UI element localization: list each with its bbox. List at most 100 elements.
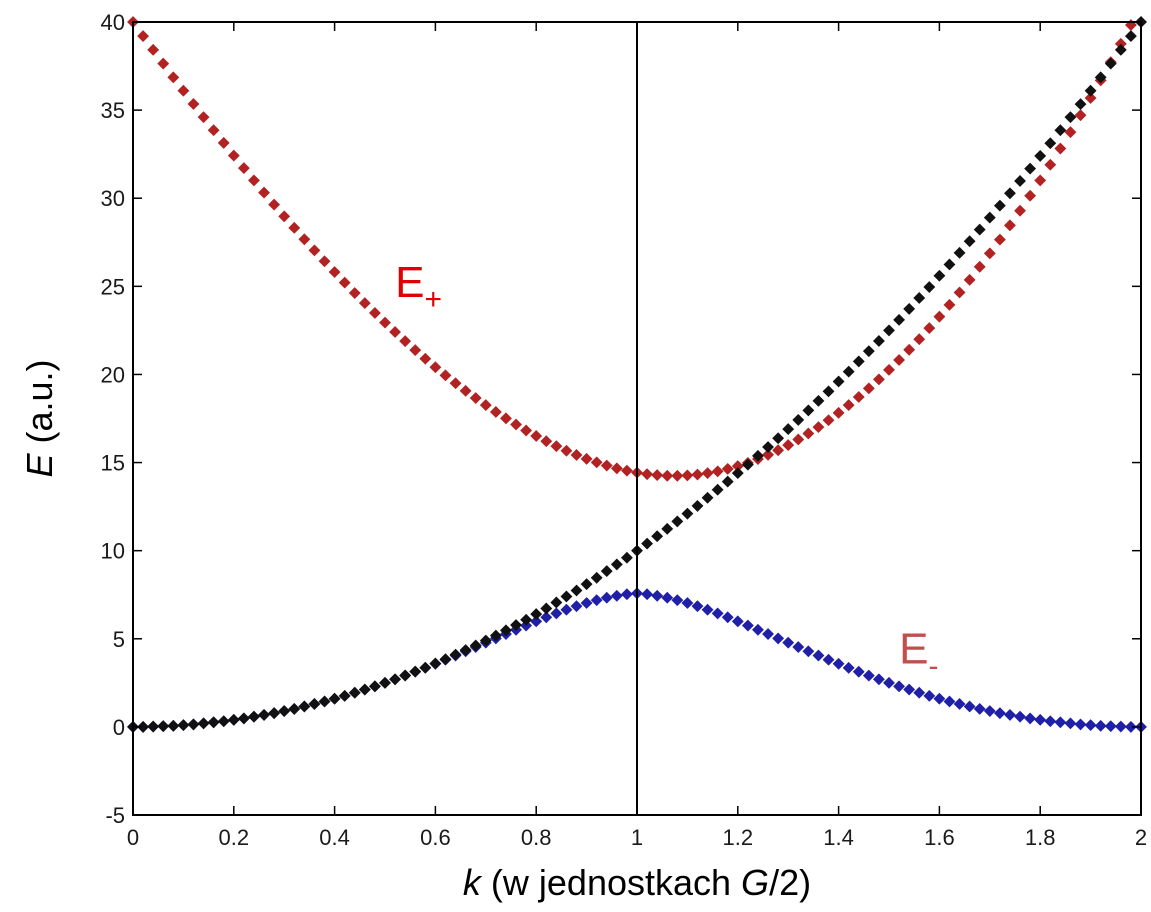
data-point-upper: [893, 354, 906, 366]
data-point-lower: [772, 632, 785, 645]
annotation-e-minus: E-: [899, 624, 938, 682]
data-point-free: [1024, 162, 1037, 175]
data-point-free: [792, 413, 805, 426]
data-point-lower: [560, 603, 573, 616]
data-point-free: [1114, 43, 1127, 56]
data-point-free: [308, 698, 321, 710]
data-point-free: [1074, 98, 1087, 111]
data-point-free: [399, 669, 412, 682]
data-point-upper: [268, 198, 281, 211]
data-point-upper: [530, 430, 543, 442]
data-point-free: [651, 530, 664, 543]
data-point-upper: [782, 439, 795, 452]
data-point-upper: [862, 382, 875, 395]
data-point-free: [479, 634, 492, 647]
data-point-free: [1064, 111, 1077, 124]
data-point-upper: [409, 344, 422, 357]
data-point-lower: [913, 686, 926, 699]
data-point-lower: [681, 597, 694, 609]
x-tick-label: 2: [1135, 825, 1147, 850]
data-point-free: [973, 223, 986, 236]
y-tick-label: 40: [101, 10, 125, 35]
data-point-lower: [933, 692, 946, 705]
data-point-upper: [852, 391, 865, 403]
data-point-upper: [217, 136, 230, 149]
data-point-upper: [1084, 92, 1097, 104]
data-point-upper: [459, 384, 472, 397]
data-point-free: [1044, 137, 1057, 150]
data-point-upper: [913, 333, 926, 346]
data-point-upper: [721, 462, 734, 475]
data-point-free: [1094, 71, 1107, 84]
data-point-upper: [167, 71, 180, 84]
data-point-upper: [973, 260, 986, 273]
data-point-free: [620, 551, 633, 564]
data-point-lower: [872, 673, 885, 686]
data-point-upper: [449, 377, 462, 390]
data-point-upper: [671, 469, 684, 482]
data-point-free: [248, 710, 260, 723]
data-point-free: [379, 676, 391, 689]
data-point-upper: [953, 286, 966, 299]
data-point-free: [822, 385, 835, 398]
data-point-upper: [993, 233, 1006, 246]
data-point-free: [762, 441, 774, 453]
data-point-free: [721, 475, 734, 488]
data-point-upper: [1074, 109, 1087, 122]
data-point-upper: [227, 149, 240, 162]
data-point-upper: [429, 361, 442, 374]
data-point-free: [338, 689, 351, 702]
data-point-free: [288, 702, 301, 715]
x-tick-label: 1.8: [1025, 825, 1056, 850]
data-point-free: [802, 404, 815, 417]
data-point-upper: [308, 244, 321, 257]
data-point-free: [439, 653, 452, 666]
y-axis-title-tail: (a.u.): [19, 359, 60, 453]
data-point-free: [913, 292, 926, 304]
data-point-lower: [1064, 717, 1077, 730]
data-point-upper: [177, 84, 190, 97]
data-point-upper: [520, 424, 533, 437]
data-point-upper: [1024, 189, 1037, 202]
data-point-free: [207, 716, 220, 729]
data-point-upper: [500, 412, 512, 425]
data-point-upper: [1054, 142, 1067, 155]
data-point-free: [137, 720, 150, 733]
data-point-lower: [1024, 712, 1037, 725]
data-point-upper: [772, 444, 785, 457]
data-point-upper: [681, 469, 694, 482]
data-point-free: [993, 199, 1006, 212]
data-point-lower: [822, 653, 835, 666]
data-point-upper: [1004, 219, 1016, 232]
data-point-free: [963, 235, 976, 248]
data-point-lower: [953, 698, 966, 710]
x-axis-title-var: k: [463, 862, 483, 903]
data-point-free: [500, 624, 512, 637]
y-axis-title-var: E: [19, 453, 60, 478]
data-point-lower: [580, 597, 593, 609]
data-point-lower: [832, 657, 845, 670]
data-point-upper: [1064, 126, 1077, 139]
data-point-free: [268, 707, 281, 720]
data-point-lower: [1044, 715, 1057, 728]
data-point-upper: [318, 255, 331, 268]
data-point-upper: [358, 297, 371, 309]
data-point-upper: [883, 363, 895, 376]
series-upper: [127, 16, 1147, 482]
data-point-lower: [862, 669, 875, 682]
data-point-free: [1104, 57, 1117, 70]
ticks-layer: 0 0.2 0.4 0.6 0.8 1 1.2 1.4 1.6 1.8 2-505101520253…: [101, 10, 1148, 850]
x-tick-label: 1.2: [723, 825, 754, 850]
data-point-lower: [1084, 719, 1097, 732]
data-point-lower: [721, 611, 734, 624]
y-axis-title: E (a.u.): [19, 359, 60, 477]
data-point-free: [197, 717, 210, 730]
x-tick-label: 0.6: [420, 825, 451, 850]
x-tick-label: 1.6: [924, 825, 955, 850]
data-point-free: [560, 590, 573, 603]
data-point-upper: [469, 392, 482, 404]
data-point-lower: [610, 589, 623, 602]
data-point-free: [237, 712, 250, 725]
data-point-free: [933, 269, 946, 282]
data-point-upper: [933, 310, 946, 323]
